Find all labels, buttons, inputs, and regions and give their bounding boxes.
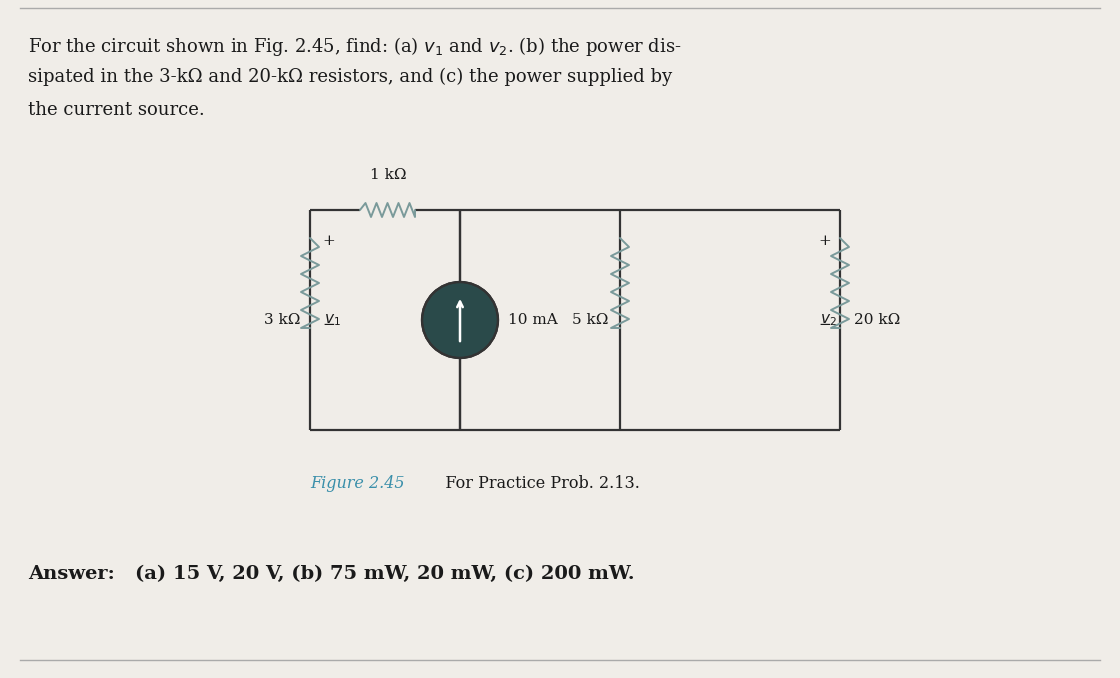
Text: 10 mA: 10 mA [508,313,558,327]
Text: +: + [323,234,335,248]
Text: 1 kΩ: 1 kΩ [370,168,407,182]
Circle shape [422,282,498,358]
Text: $v_1$: $v_1$ [324,312,340,328]
Text: For Practice Prob. 2.13.: For Practice Prob. 2.13. [430,475,640,492]
Text: Answer:   (a) 15 V, 20 V, (b) 75 mW, 20 mW, (c) 200 mW.: Answer: (a) 15 V, 20 V, (b) 75 mW, 20 mW… [28,565,635,583]
Text: 5 kΩ: 5 kΩ [571,313,608,327]
Text: +: + [818,234,831,248]
Text: 3 kΩ: 3 kΩ [263,313,300,327]
Text: $v_2$: $v_2$ [820,312,837,328]
Text: For the circuit shown in Fig. 2.45, find: (a) $v_1$ and $v_2$. (b) the power dis: For the circuit shown in Fig. 2.45, find… [28,35,682,58]
Text: sipated in the 3-kΩ and 20-kΩ resistors, and (c) the power supplied by: sipated in the 3-kΩ and 20-kΩ resistors,… [28,68,672,86]
Text: −: − [323,318,335,332]
Text: 20 kΩ: 20 kΩ [853,313,900,327]
Text: the current source.: the current source. [28,101,205,119]
Text: −: − [818,318,831,332]
Text: Figure 2.45: Figure 2.45 [310,475,404,492]
